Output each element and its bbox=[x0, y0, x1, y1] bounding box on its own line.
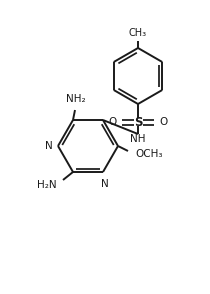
Text: NH₂: NH₂ bbox=[66, 94, 86, 104]
Text: O: O bbox=[159, 117, 167, 127]
Text: OCH₃: OCH₃ bbox=[135, 149, 163, 159]
Text: N: N bbox=[101, 179, 109, 189]
Text: S: S bbox=[134, 116, 142, 128]
Text: N: N bbox=[45, 141, 53, 151]
Text: O: O bbox=[109, 117, 117, 127]
Text: H₂N: H₂N bbox=[37, 180, 57, 190]
Text: CH₃: CH₃ bbox=[129, 28, 147, 38]
Text: NH: NH bbox=[130, 134, 146, 144]
